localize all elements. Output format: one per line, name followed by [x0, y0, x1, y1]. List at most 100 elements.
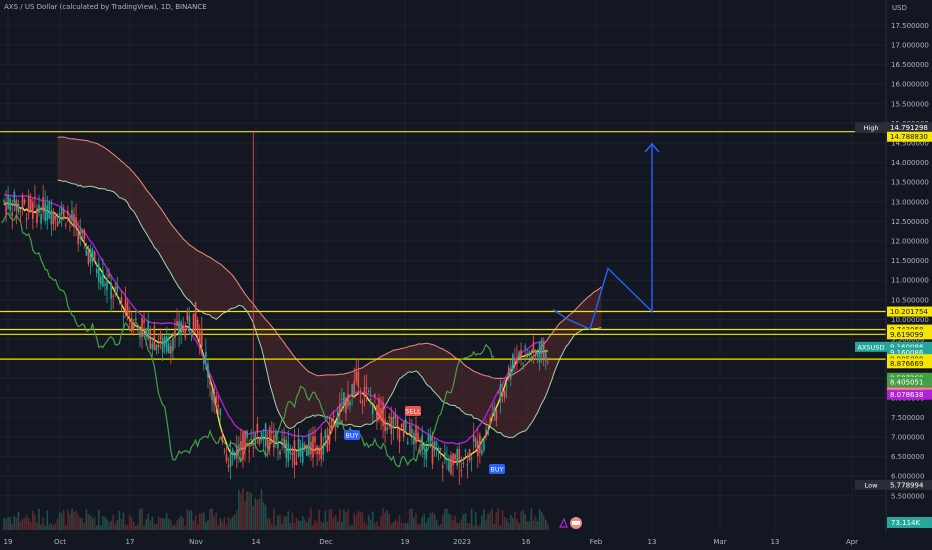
volume-bar [332, 517, 335, 530]
volume-bar [184, 525, 187, 530]
candle-body [343, 392, 345, 406]
x-tick-label: Nov [189, 538, 203, 546]
volume-bar [363, 521, 366, 530]
volume-bar [238, 489, 240, 530]
volume-bar [60, 513, 63, 530]
candle-body [446, 459, 448, 461]
candle-body [235, 445, 238, 459]
volume-bar [178, 518, 180, 530]
volume-bar [106, 519, 108, 530]
volume-bar [369, 519, 372, 530]
signal-badge [489, 464, 505, 474]
projection-path[interactable] [552, 142, 660, 331]
volume-bar [141, 508, 143, 530]
price-label-value: 8.078638 [890, 391, 923, 399]
candle-body [295, 461, 298, 465]
volume-label-value: 73.114K [891, 519, 920, 527]
volume-bar [196, 524, 199, 530]
candle-body [85, 246, 88, 256]
volume-bar [192, 520, 195, 530]
candle-body [34, 196, 36, 198]
price-label-box [887, 389, 932, 400]
candle-body [128, 320, 131, 322]
x-tick-label: 16 [522, 538, 531, 546]
candle-body [332, 415, 335, 417]
candle-body [334, 429, 337, 431]
x-tick-label: 19 [4, 538, 13, 546]
volume-bar [207, 519, 209, 530]
candle-body [279, 451, 281, 455]
candle-body [52, 211, 55, 225]
candle-body [91, 249, 94, 262]
candle-body [116, 285, 119, 293]
candle-body [79, 229, 82, 240]
candle-body [382, 402, 384, 427]
candle-body [182, 325, 185, 333]
candle-body [244, 430, 246, 451]
volume-bar [347, 509, 349, 530]
volume-bar [36, 522, 38, 530]
candle-body [312, 436, 314, 459]
candle-body [46, 205, 49, 221]
candle-body [289, 448, 292, 454]
candle-body [44, 202, 46, 222]
x-tick-label: 17 [126, 538, 135, 546]
y-tick-label: 10.500000 [891, 296, 929, 304]
candle-body [314, 436, 316, 443]
candle-body [431, 442, 434, 464]
volume-bar [93, 517, 96, 530]
candle-body [540, 339, 543, 355]
candle-body [7, 195, 9, 209]
volume-bar [32, 510, 34, 530]
volume-bar [419, 524, 421, 530]
candle-body [355, 371, 358, 382]
time-axis[interactable]: 19 Oct 17 Nov 14 Dec 19 2023 16 Feb 13 Mar 13 Apr [0, 533, 932, 550]
volume-bar [65, 525, 67, 530]
volume-bar [320, 521, 323, 530]
candle-body [23, 199, 26, 203]
volume-bar [421, 516, 423, 530]
volume-bar [530, 508, 533, 530]
y-tick-label: 15.500000 [891, 100, 929, 108]
price-label-value: 5.778994 [890, 481, 924, 489]
candle-body [13, 191, 16, 206]
candle-body [532, 341, 535, 354]
volume-bar [7, 517, 9, 530]
candle-body [184, 329, 187, 338]
x-tick-label: 19 [401, 538, 410, 546]
candle-body [326, 435, 329, 451]
volume-bar [3, 518, 5, 530]
volume-bar [145, 519, 147, 530]
candle-body [479, 434, 481, 453]
volume-bar [351, 525, 353, 530]
volume-bar [454, 515, 456, 530]
volume-bar [450, 515, 452, 530]
volume-bar [233, 514, 236, 530]
candle-body [499, 384, 502, 401]
candle-body [462, 462, 465, 464]
candle-body [456, 449, 458, 466]
candle-body [89, 248, 92, 263]
candle-body [126, 302, 129, 318]
y-tick-label: 12.000000 [891, 238, 929, 246]
candle-body [384, 418, 386, 432]
candle-body [180, 321, 182, 334]
volume-bar [483, 509, 485, 530]
volume-bar [374, 523, 376, 530]
candle-body [203, 360, 205, 364]
signal-text: SELL [405, 408, 421, 416]
candle-body [345, 397, 347, 414]
candle-body [497, 391, 500, 394]
volume-bar [503, 516, 506, 530]
candle-body [137, 324, 139, 326]
volume-bar [194, 515, 197, 530]
candle-body [351, 384, 353, 394]
volume-bar [388, 514, 391, 530]
volume-bar [462, 514, 465, 530]
volume-bar [268, 518, 271, 530]
volume-bar [79, 518, 82, 530]
candle-body [223, 450, 226, 452]
volume-bar [495, 511, 498, 530]
candle-body [363, 387, 366, 397]
